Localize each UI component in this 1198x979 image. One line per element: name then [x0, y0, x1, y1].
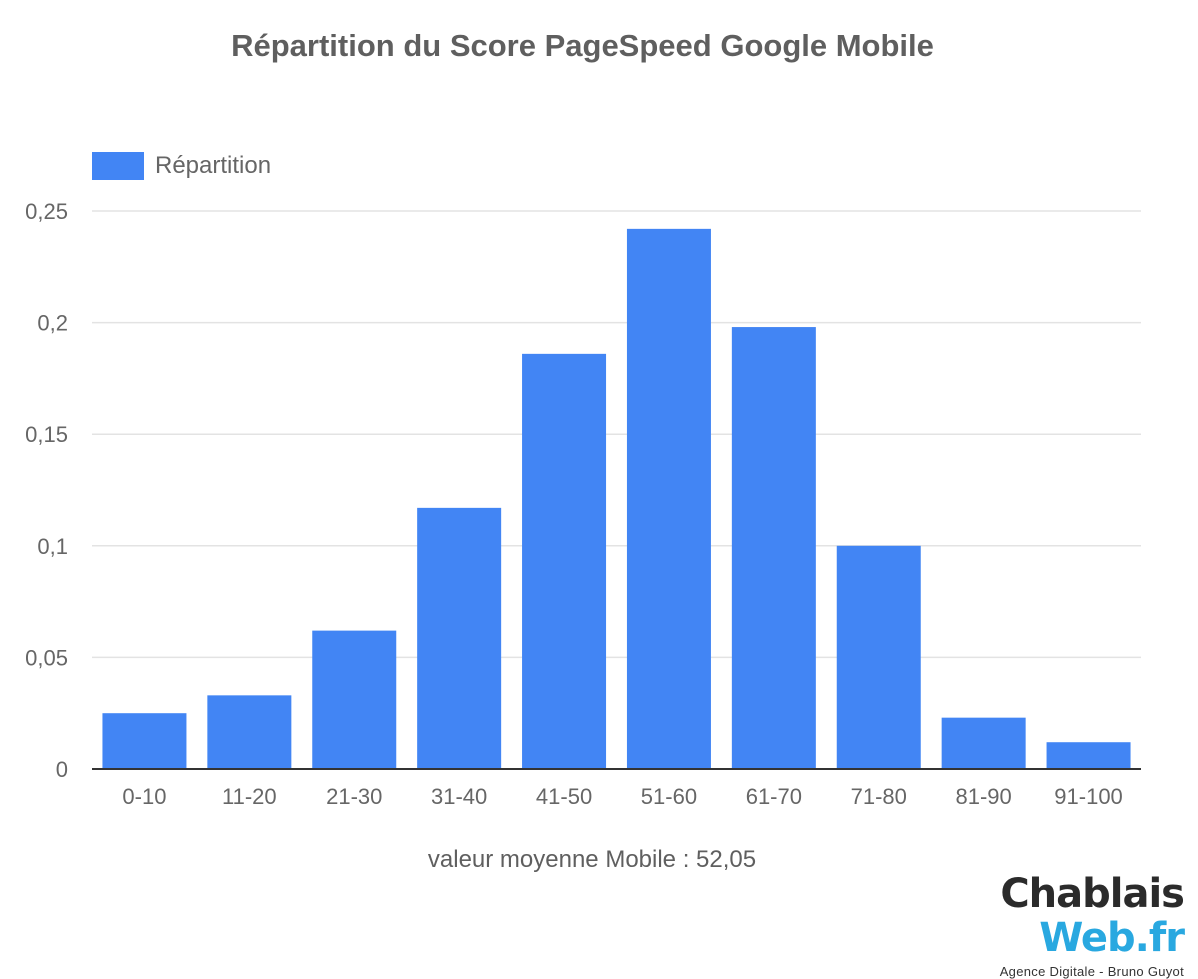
y-tick-label: 0,05: [25, 645, 68, 670]
y-tick-label: 0,25: [25, 199, 68, 224]
x-tick-label: 61-70: [746, 784, 802, 809]
bar: [626, 228, 711, 769]
logo-text-main: Chablais: [1000, 871, 1185, 917]
bar: [207, 695, 292, 769]
y-tick-label: 0: [56, 757, 68, 782]
x-tick-label: 31-40: [431, 784, 487, 809]
logo-wordmark: Chablais Web.fr: [914, 871, 1185, 961]
x-tick-label: 0-10: [122, 784, 166, 809]
x-tick-label: 91-100: [1054, 784, 1123, 809]
bar: [731, 327, 816, 769]
bar: [312, 630, 397, 769]
chart-annotation: valeur moyenne Mobile : 52,05: [427, 846, 757, 873]
chablaisweb-logo: Chablais Web.fr Agence Digitale - Bruno …: [914, 871, 1185, 979]
logo-text-accent: Web.fr: [1039, 915, 1185, 961]
x-tick-label: 21-30: [326, 784, 382, 809]
bar: [102, 713, 187, 769]
bar: [522, 353, 607, 769]
y-tick-label: 0,2: [37, 311, 68, 336]
legend-label: Répartition: [155, 152, 272, 179]
y-tick-label: 0,1: [37, 534, 68, 559]
logo-tagline: Agence Digitale - Bruno Guyot: [999, 964, 1184, 979]
legend-swatch: [92, 152, 144, 180]
chart-legend: Répartition: [92, 152, 271, 180]
x-tick-label: 71-80: [851, 784, 907, 809]
bar: [941, 717, 1026, 769]
x-tick-label: 81-90: [956, 784, 1012, 809]
y-tick-label: 0,15: [25, 422, 68, 447]
bar: [1046, 742, 1131, 769]
x-tick-label: 11-20: [222, 784, 277, 809]
bar-chart: 0 0,05 0,1 0,15 0,2 0,25 0-10 11-20 21-30 31-40 41…: [25, 199, 1141, 809]
chart-title: Répartition du Score PageSpeed Google Mo…: [231, 28, 934, 63]
bar: [417, 507, 502, 769]
x-tick-label: 51-60: [641, 784, 697, 809]
bar: [836, 545, 921, 769]
x-tick-label: 41-50: [536, 784, 592, 809]
